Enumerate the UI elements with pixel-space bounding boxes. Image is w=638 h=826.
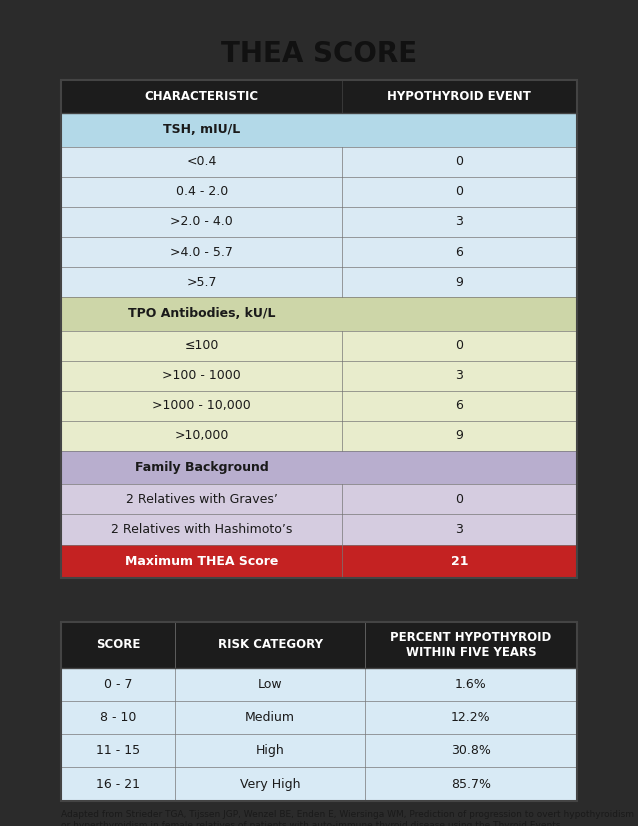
- Bar: [61, 451, 342, 484]
- Text: 11 - 15: 11 - 15: [96, 744, 140, 757]
- Text: 6: 6: [456, 245, 463, 259]
- Bar: [342, 113, 577, 146]
- Bar: [61, 767, 577, 800]
- Text: >100 - 1000: >100 - 1000: [163, 369, 241, 382]
- Bar: [61, 297, 342, 330]
- Text: TPO Antibodies, kU/L: TPO Antibodies, kU/L: [128, 307, 276, 320]
- Text: 0: 0: [456, 493, 463, 506]
- Bar: [61, 237, 342, 267]
- Text: PERCENT HYPOTHYROID
WITHIN FIVE YEARS: PERCENT HYPOTHYROID WITHIN FIVE YEARS: [390, 630, 552, 658]
- Text: TSH, mIU/L: TSH, mIU/L: [163, 123, 241, 136]
- Text: Adapted from Strieder TGA, Tijssen JGP, Wenzel BE, Enden E, Wiersinga WM, Predic: Adapted from Strieder TGA, Tijssen JGP, …: [61, 810, 634, 826]
- Text: SCORE: SCORE: [96, 638, 140, 651]
- Text: Medium: Medium: [245, 711, 295, 724]
- Text: Low: Low: [258, 677, 283, 691]
- Bar: [61, 267, 342, 297]
- Bar: [342, 237, 577, 267]
- Bar: [342, 267, 577, 297]
- Bar: [342, 177, 577, 206]
- Bar: [342, 421, 577, 451]
- Bar: [61, 667, 577, 700]
- Text: 30.8%: 30.8%: [451, 744, 491, 757]
- Text: <0.4: <0.4: [186, 155, 217, 169]
- Bar: [61, 621, 577, 800]
- Text: 0.4 - 2.0: 0.4 - 2.0: [175, 185, 228, 198]
- Text: 3: 3: [456, 369, 463, 382]
- Bar: [61, 361, 342, 391]
- Text: 0: 0: [456, 155, 463, 169]
- Text: 9: 9: [456, 276, 463, 288]
- Bar: [342, 484, 577, 515]
- Bar: [342, 544, 577, 578]
- Bar: [61, 113, 342, 146]
- Bar: [342, 146, 577, 177]
- Text: 0: 0: [456, 185, 463, 198]
- Text: 12.2%: 12.2%: [451, 711, 491, 724]
- Text: 3: 3: [456, 216, 463, 229]
- Bar: [342, 451, 577, 484]
- Bar: [61, 80, 577, 578]
- Text: >2.0 - 4.0: >2.0 - 4.0: [170, 216, 233, 229]
- Text: 2 Relatives with Hashimoto’s: 2 Relatives with Hashimoto’s: [111, 523, 292, 536]
- Bar: [342, 206, 577, 237]
- Text: 2 Relatives with Graves’: 2 Relatives with Graves’: [126, 493, 278, 506]
- Text: 8 - 10: 8 - 10: [100, 711, 137, 724]
- Text: 16 - 21: 16 - 21: [96, 777, 140, 790]
- Text: RISK CATEGORY: RISK CATEGORY: [218, 638, 323, 651]
- Text: High: High: [256, 744, 285, 757]
- Text: Maximum THEA Score: Maximum THEA Score: [125, 555, 278, 567]
- Bar: [61, 700, 577, 734]
- Text: ≤100: ≤100: [184, 339, 219, 352]
- Text: CHARACTERISTIC: CHARACTERISTIC: [145, 90, 259, 103]
- Text: 0: 0: [456, 339, 463, 352]
- Bar: [61, 80, 577, 113]
- Text: 21: 21: [450, 555, 468, 567]
- Bar: [342, 391, 577, 421]
- Bar: [61, 421, 342, 451]
- Text: Family Background: Family Background: [135, 461, 269, 474]
- Bar: [61, 206, 342, 237]
- Text: 3: 3: [456, 523, 463, 536]
- Text: 6: 6: [456, 399, 463, 412]
- Text: >5.7: >5.7: [186, 276, 217, 288]
- Text: HYPOTHYROID EVENT: HYPOTHYROID EVENT: [387, 90, 531, 103]
- Bar: [61, 544, 342, 578]
- Bar: [342, 515, 577, 544]
- Bar: [61, 391, 342, 421]
- Text: 85.7%: 85.7%: [451, 777, 491, 790]
- Bar: [342, 330, 577, 361]
- Bar: [61, 621, 577, 667]
- Text: >10,000: >10,000: [175, 430, 229, 443]
- Bar: [342, 297, 577, 330]
- Bar: [61, 484, 342, 515]
- Text: 9: 9: [456, 430, 463, 443]
- Bar: [61, 330, 342, 361]
- Bar: [61, 734, 577, 767]
- Bar: [61, 146, 342, 177]
- Text: 0 - 7: 0 - 7: [104, 677, 132, 691]
- Bar: [61, 515, 342, 544]
- Text: 1.6%: 1.6%: [455, 677, 487, 691]
- Bar: [342, 361, 577, 391]
- Bar: [61, 177, 342, 206]
- Text: >1000 - 10,000: >1000 - 10,000: [152, 399, 251, 412]
- Text: >4.0 - 5.7: >4.0 - 5.7: [170, 245, 234, 259]
- Text: Very High: Very High: [240, 777, 300, 790]
- Text: THEA SCORE: THEA SCORE: [221, 40, 417, 69]
